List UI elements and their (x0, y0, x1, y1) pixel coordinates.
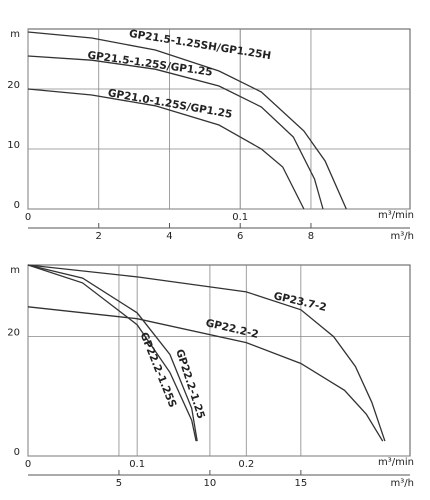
curve-label: GP22.2-2 (204, 317, 259, 341)
x-tick-label: 0.2 (238, 459, 254, 470)
x-axis-label: m³/min (378, 210, 414, 221)
curve (27, 88, 305, 210)
y-tick-label: 10 (7, 140, 20, 151)
x-tick-label: 0 (25, 459, 31, 470)
x2-tick-label: 15 (294, 478, 307, 489)
x-tick-label: 0.1 (129, 459, 145, 470)
curve-label: GP22.2-1.25S (137, 331, 178, 410)
curve-label: GP22.2-1.25 (173, 348, 207, 421)
y-axis-label: m (10, 265, 20, 276)
curve (27, 306, 384, 442)
x-axis-label: m³/min (378, 457, 414, 468)
x2-tick-label: 10 (204, 478, 217, 489)
x2-axis-label: m³/h (391, 231, 414, 242)
curve (27, 264, 198, 442)
x-tick-label: 0 (25, 212, 31, 223)
curve (27, 264, 197, 442)
x2-tick-label: 8 (308, 231, 314, 242)
x2-tick-label: 6 (237, 231, 243, 242)
y-tick-label: 0 (14, 200, 20, 211)
curve (27, 55, 324, 210)
x2-tick-label: 4 (166, 231, 172, 242)
x-tick-label: 0.1 (232, 212, 248, 223)
curve (27, 264, 386, 442)
y-tick-label: 20 (7, 328, 20, 339)
curve-label: GP21.0-1.25S/GP1.25 (107, 87, 233, 121)
plot-frame (27, 264, 411, 457)
curve-label: GP21.5-1.25S/GP1.25 (87, 49, 214, 78)
x2-tick-label: 2 (96, 231, 102, 242)
curve-label: GP23.7-2 (272, 290, 327, 314)
x2-tick-label: 5 (116, 478, 122, 489)
y-axis-label: m (10, 29, 20, 40)
x2-axis-label: m³/h (391, 478, 414, 489)
y-tick-label: 0 (14, 447, 20, 458)
y-tick-label: 20 (7, 80, 20, 91)
plot-frame (27, 28, 411, 210)
curve (27, 31, 347, 210)
